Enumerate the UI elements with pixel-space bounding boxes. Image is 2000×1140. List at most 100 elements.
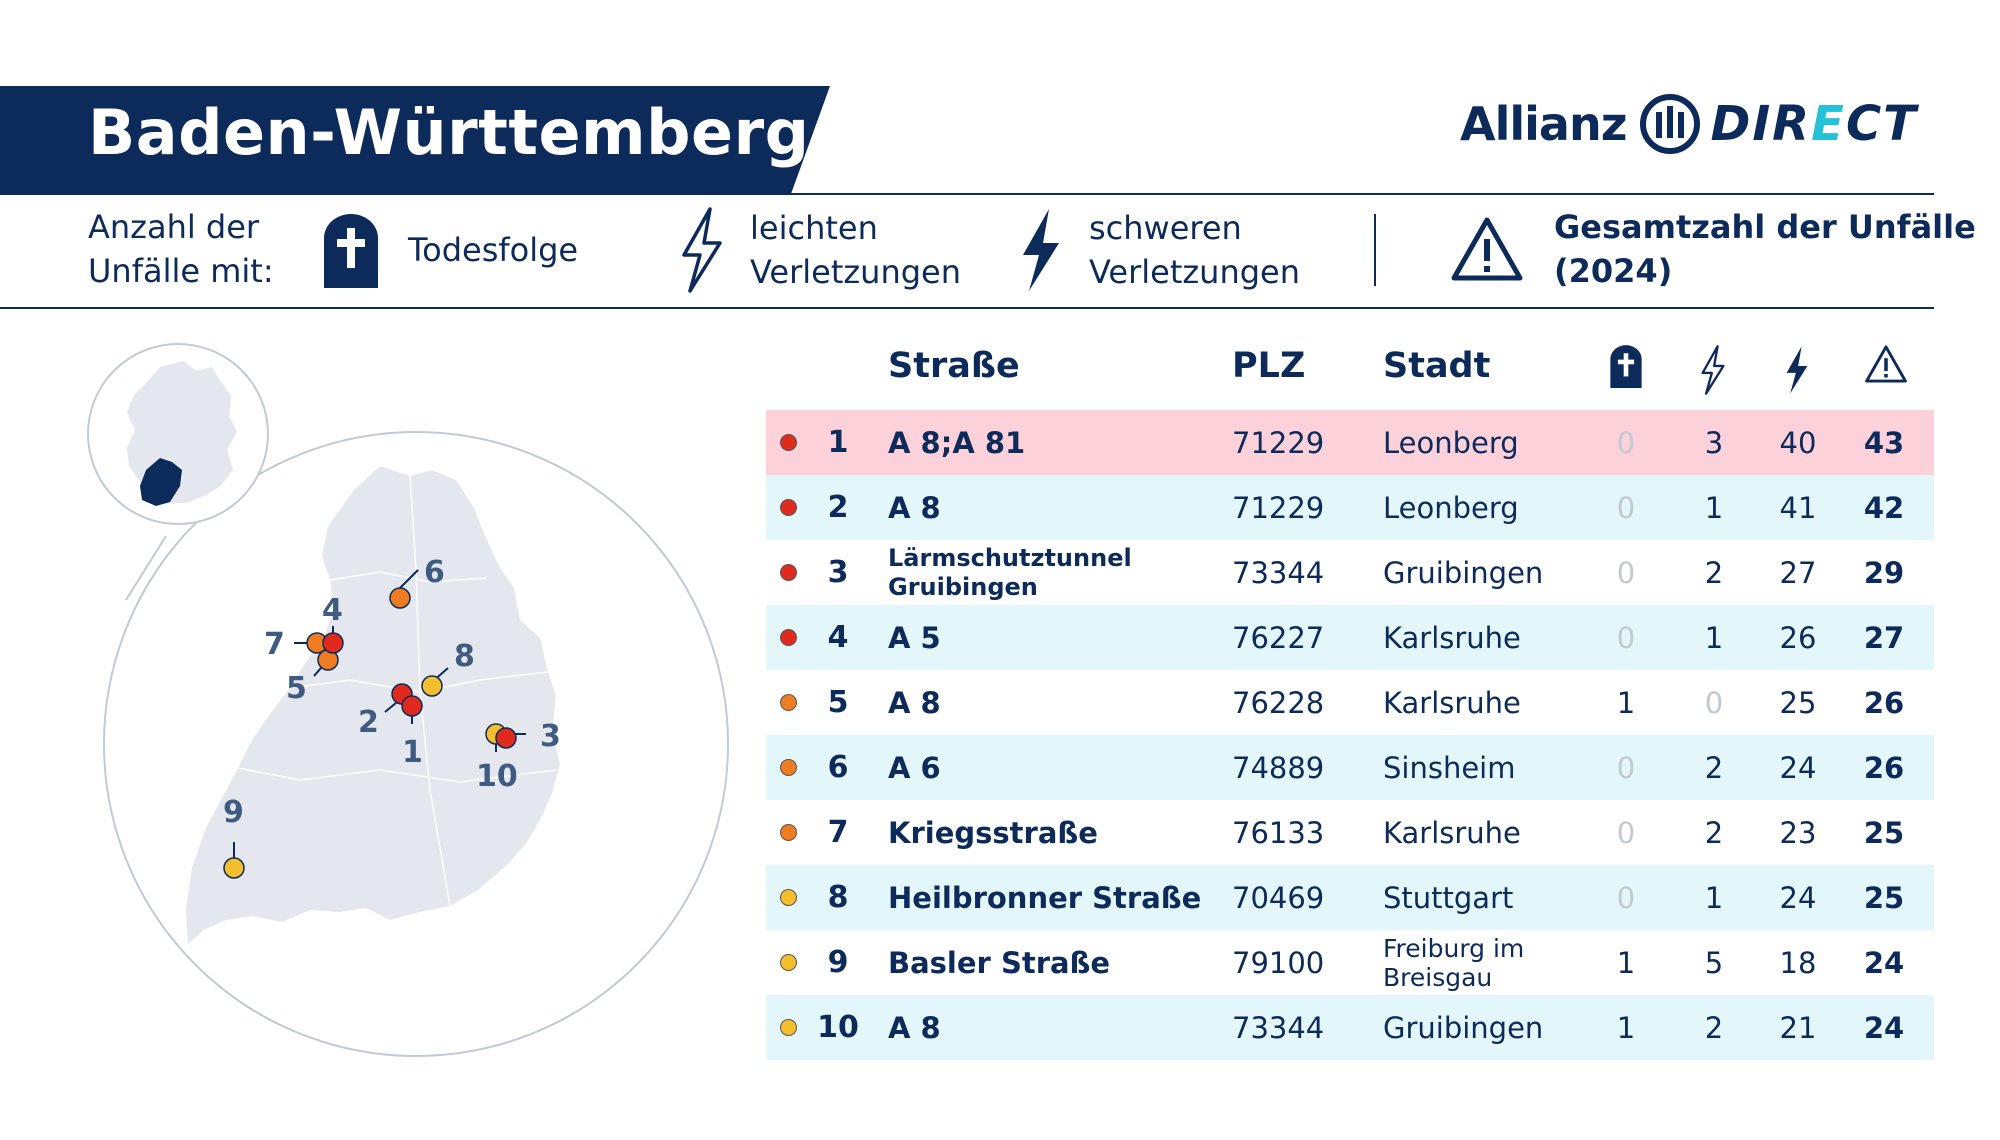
rank: 8: [827, 880, 849, 915]
severity-dot: [780, 564, 797, 581]
light-injury-count: 1: [1704, 880, 1724, 915]
heavy-injury-count: 24: [1779, 880, 1817, 915]
light-injury-count: 5: [1704, 945, 1724, 980]
legend-light: leichten Verletzungen: [676, 205, 961, 295]
city: Karlsruhe: [1383, 815, 1521, 850]
street: Kriegsstraße: [888, 815, 1098, 850]
severity-dot: [780, 954, 797, 971]
legend-divider: [1374, 214, 1376, 286]
severity-dot: [780, 694, 797, 711]
severity-dot: [780, 1019, 797, 1036]
map-marker-1[interactable]: [401, 695, 423, 717]
legend-total: Gesamtzahl der Unfälle (2024): [1450, 205, 1976, 293]
lightning-outline-icon: [1701, 345, 1725, 395]
heavy-injury-count: 27: [1779, 555, 1817, 590]
light-injury-count: 2: [1704, 815, 1724, 850]
map-marker-8[interactable]: [421, 675, 443, 697]
plz: 71229: [1232, 490, 1325, 525]
map-label-3: 3: [540, 719, 561, 754]
death-count: 0: [1616, 815, 1636, 850]
rank: 2: [827, 490, 849, 525]
city: Gruibingen: [1383, 555, 1544, 590]
header-city: Stadt: [1383, 346, 1491, 386]
rank: 5: [827, 685, 849, 720]
street: A 8: [888, 490, 941, 525]
total-count: 24: [1863, 1010, 1905, 1045]
map-marker-6[interactable]: [389, 587, 411, 609]
rank: 6: [827, 750, 849, 785]
map-label-2: 2: [358, 705, 379, 740]
light-injury-count: 0: [1704, 685, 1724, 720]
rank: 1: [827, 425, 849, 460]
legend-heavy: schweren Verletzungen: [1015, 205, 1300, 295]
legend-death: Todesfolge: [320, 212, 578, 288]
total-count: 25: [1863, 880, 1905, 915]
death-count: 1: [1616, 1010, 1636, 1045]
page-title: Baden-Württemberg: [88, 96, 810, 169]
light-injury-count: 2: [1704, 750, 1724, 785]
rank: 7: [827, 815, 849, 850]
bw-state-outline: [186, 466, 560, 944]
city: Leonberg: [1383, 490, 1519, 525]
street: A 8: [888, 685, 941, 720]
header-plz: PLZ: [1232, 346, 1306, 386]
street: Heilbronner Straße: [888, 880, 1202, 915]
title-banner: [0, 86, 830, 194]
table-row[interactable]: 9 Basler Straße 79100 Freiburg im Breisg…: [766, 930, 1934, 995]
total-count: 25: [1863, 815, 1905, 850]
severity-dot: [780, 759, 797, 776]
severity-dot: [780, 434, 797, 451]
heavy-injury-count: 25: [1779, 685, 1817, 720]
tombstone-cross-icon: [1610, 345, 1642, 388]
rank: 9: [827, 945, 849, 980]
map-label-1: 1: [402, 735, 423, 770]
death-count: 0: [1616, 425, 1636, 460]
rank: 4: [827, 620, 849, 655]
rank: 10: [817, 1010, 859, 1045]
plz: 76228: [1232, 685, 1325, 720]
map-marker-9[interactable]: [223, 857, 245, 879]
total-count: 42: [1863, 490, 1905, 525]
table-row[interactable]: 8 Heilbronner Straße 70469 Stuttgart 0 1…: [766, 865, 1934, 930]
accident-map: 6 4 7 5 8 2 1 3 10 9: [87, 343, 729, 1057]
city: Stuttgart: [1383, 880, 1514, 915]
brand-direct: DIRECT: [1710, 96, 1918, 152]
table-row[interactable]: 4 A 5 76227 Karlsruhe 0 1 26 27: [766, 605, 1934, 670]
light-injury-count: 1: [1704, 620, 1724, 655]
plz: 71229: [1232, 425, 1325, 460]
severity-dot: [780, 499, 797, 516]
map-label-10: 10: [476, 759, 518, 794]
street: Lärmschutztunnel Gruibingen: [888, 543, 1132, 601]
heavy-injury-count: 40: [1779, 425, 1817, 460]
map-label-9: 9: [223, 795, 244, 830]
street: Basler Straße: [888, 945, 1111, 980]
table-row[interactable]: 10 A 8 73344 Gruibingen 1 2 21 24: [766, 995, 1934, 1060]
table-row[interactable]: 5 A 8 76228 Karlsruhe 1 0 25 26: [766, 670, 1934, 735]
city: Karlsruhe: [1383, 685, 1521, 720]
map-marker-3[interactable]: [495, 727, 517, 749]
table-row[interactable]: 1 A 8;A 81 71229 Leonberg 0 3 40 43: [766, 410, 1934, 475]
heavy-injury-count: 24: [1779, 750, 1817, 785]
plz: 79100: [1232, 945, 1325, 980]
lightning-filled-icon: [1786, 346, 1808, 394]
city: Leonberg: [1383, 425, 1519, 460]
map-marker-4[interactable]: [322, 632, 344, 654]
map-label-5: 5: [286, 671, 307, 706]
bw-region-borders: [237, 475, 557, 907]
heavy-injury-count: 41: [1779, 490, 1817, 525]
table-row[interactable]: 7 Kriegsstraße 76133 Karlsruhe 0 2 23 25: [766, 800, 1934, 865]
death-count: 0: [1616, 880, 1636, 915]
brand-name: Allianz: [1460, 97, 1627, 151]
city: Freiburg im Breisgau: [1383, 933, 1525, 992]
table-row[interactable]: 3 Lärmschutztunnel Gruibingen 73344 Grui…: [766, 540, 1934, 605]
total-count: 24: [1863, 945, 1905, 980]
death-count: 0: [1616, 555, 1636, 590]
city: Sinsheim: [1383, 750, 1516, 785]
table-row[interactable]: 2 A 8 71229 Leonberg 0 1 41 42: [766, 475, 1934, 540]
legend-intro: Anzahl der Unfälle mit:: [88, 208, 274, 290]
heavy-injury-count: 18: [1779, 945, 1817, 980]
table-row[interactable]: 6 A 6 74889 Sinsheim 0 2 24 26: [766, 735, 1934, 800]
header-street: Straße: [888, 346, 1020, 386]
map-label-8: 8: [454, 639, 475, 674]
lightning-filled-icon: [1023, 209, 1059, 291]
